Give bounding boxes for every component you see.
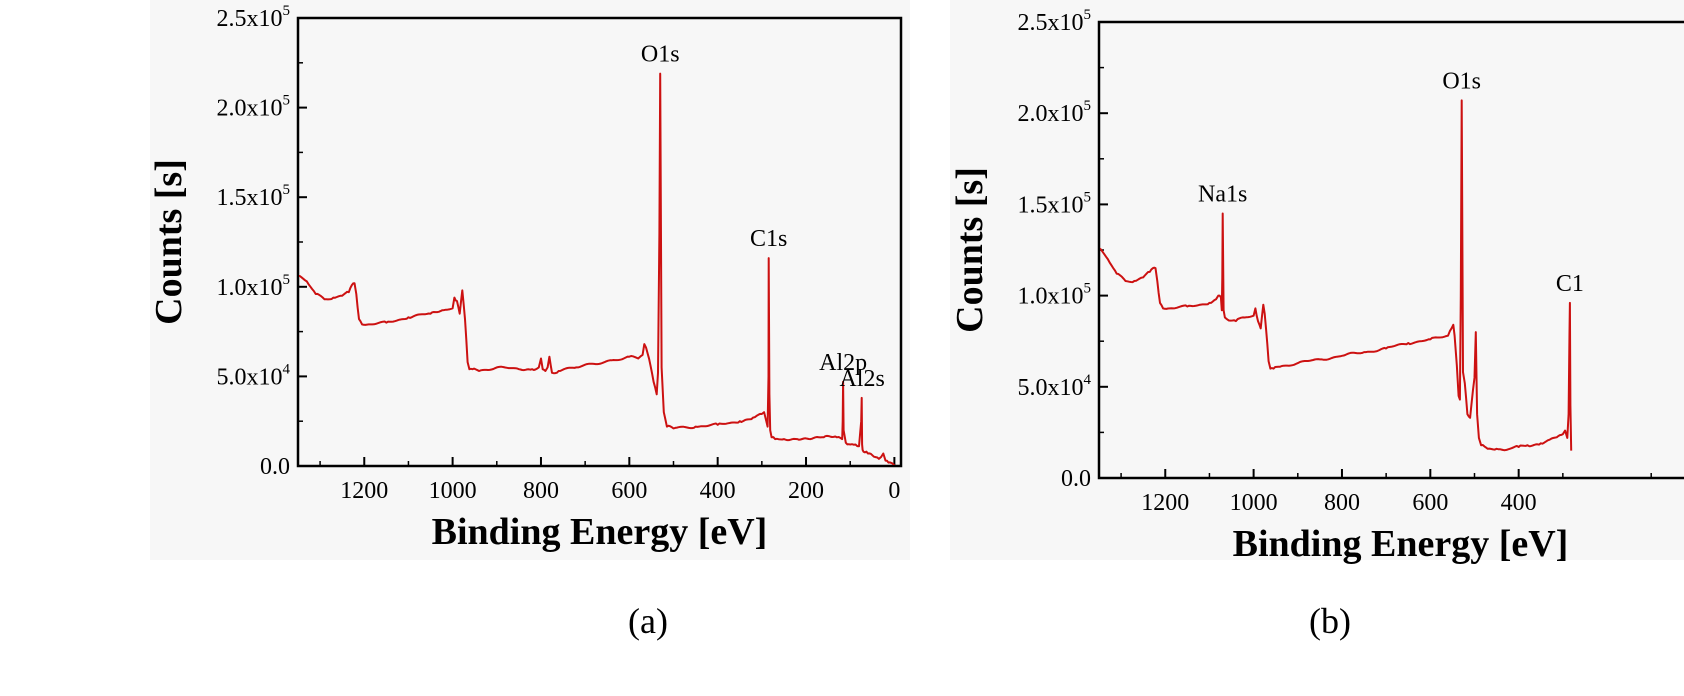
panel-b-background bbox=[950, 0, 1684, 560]
y-tick-exponent-b-3: 5 bbox=[1084, 189, 1092, 205]
x-tick-label-a-1: 1000 bbox=[429, 478, 477, 504]
y-tick-exponent-a-4: 5 bbox=[283, 93, 291, 109]
y-tick-mantissa-a-4: 2.0x10 bbox=[217, 96, 283, 122]
y-tick-mantissa-b-3: 1.5x10 bbox=[1018, 192, 1084, 218]
peak-label-b-0: Na1s bbox=[1198, 182, 1247, 208]
y-tick-mantissa-b-4: 2.0x10 bbox=[1018, 101, 1084, 127]
peak-label-a-2: Al2p bbox=[819, 350, 867, 376]
panel-b-caption: (b) bbox=[1309, 601, 1351, 641]
y-tick-label-a-4: 2.0x105 bbox=[217, 93, 291, 122]
x-axis-label-a: Binding Energy [eV] bbox=[432, 511, 768, 553]
x-tick-label-b-4: 400 bbox=[1501, 490, 1537, 516]
series-line-a-0 bbox=[299, 72, 896, 465]
chart-a: 1200 1000 800 600 400 200 00.05.0x1041.0x1051.… bbox=[148, 3, 903, 553]
x-tick-label-a-5: 200 bbox=[788, 478, 824, 504]
y-tick-label-b-2: 1.0x105 bbox=[1018, 281, 1092, 310]
y-tick-mantissa-a-5: 2.5x10 bbox=[217, 6, 283, 32]
x-tick-label-b-1: 1000 bbox=[1230, 490, 1278, 516]
chart-b: 1200 1000 800 600 4000.05.0x1041.0x1051.5x10… bbox=[949, 7, 1684, 565]
y-tick-mantissa-a-3: 1.5x10 bbox=[217, 185, 283, 211]
y-tick-exponent-b-5: 5 bbox=[1084, 7, 1092, 23]
y-tick-label-a-5: 2.5x105 bbox=[217, 3, 291, 32]
y-tick-exponent-a-2: 5 bbox=[283, 272, 291, 288]
y-tick-label-a-2: 1.0x105 bbox=[217, 272, 291, 301]
x-tick-label-b-2: 800 bbox=[1324, 490, 1360, 516]
y-tick-mantissa-b-1: 5.0x10 bbox=[1018, 375, 1084, 401]
series-line-b-0 bbox=[1100, 99, 1573, 452]
x-tick-label-b-3: 600 bbox=[1412, 490, 1448, 516]
y-tick-label-a-0: 0.0 bbox=[260, 454, 290, 480]
y-tick-label-b-1: 5.0x104 bbox=[1018, 372, 1092, 401]
peak-label-a-3: Al2s bbox=[839, 366, 884, 392]
x-tick-label-b-0: 1200 bbox=[1141, 490, 1189, 516]
x-axis-label-b: Binding Energy [eV] bbox=[1233, 523, 1569, 565]
y-tick-exponent-a-1: 4 bbox=[283, 361, 291, 377]
x-tick-label-a-6: 0 bbox=[888, 478, 900, 504]
y-tick-mantissa-b-5: 2.5x10 bbox=[1018, 10, 1084, 36]
x-tick-label-a-0: 1200 bbox=[340, 478, 388, 504]
y-tick-label-b-0: 0.0 bbox=[1061, 466, 1091, 492]
y-tick-mantissa-b-0: 0.0 bbox=[1061, 466, 1091, 492]
x-tick-label-a-2: 800 bbox=[523, 478, 559, 504]
panel-a-caption: (a) bbox=[628, 601, 668, 641]
y-tick-mantissa-a-2: 1.0x10 bbox=[217, 275, 283, 301]
y-tick-exponent-b-4: 5 bbox=[1084, 98, 1092, 114]
y-tick-label-b-3: 1.5x105 bbox=[1018, 189, 1092, 218]
plot-frame-b bbox=[1097, 20, 1684, 480]
y-tick-label-b-5: 2.5x105 bbox=[1018, 7, 1092, 36]
plot-frame-a bbox=[296, 16, 903, 468]
y-tick-exponent-a-5: 5 bbox=[283, 3, 291, 19]
peak-label-b-1: O1s bbox=[1442, 68, 1481, 94]
y-tick-mantissa-b-2: 1.0x10 bbox=[1018, 284, 1084, 310]
y-tick-label-a-1: 5.0x104 bbox=[217, 361, 291, 390]
x-tick-label-a-4: 400 bbox=[700, 478, 736, 504]
y-tick-label-a-3: 1.5x105 bbox=[217, 182, 291, 211]
peak-label-b-2: C1 bbox=[1556, 271, 1584, 297]
peak-label-a-0: O1s bbox=[641, 42, 680, 68]
y-axis-label-a: Counts [s] bbox=[148, 159, 190, 325]
y-axis-label-b: Counts [s] bbox=[949, 167, 991, 333]
peak-label-a-1: C1s bbox=[750, 226, 787, 252]
y-tick-label-b-4: 2.0x105 bbox=[1018, 98, 1092, 127]
y-tick-exponent-b-1: 4 bbox=[1084, 372, 1092, 388]
y-tick-mantissa-a-0: 0.0 bbox=[260, 454, 290, 480]
y-tick-mantissa-a-1: 5.0x10 bbox=[217, 364, 283, 390]
y-tick-exponent-a-3: 5 bbox=[283, 182, 291, 198]
y-tick-exponent-b-2: 5 bbox=[1084, 281, 1092, 297]
x-tick-label-a-3: 600 bbox=[611, 478, 647, 504]
